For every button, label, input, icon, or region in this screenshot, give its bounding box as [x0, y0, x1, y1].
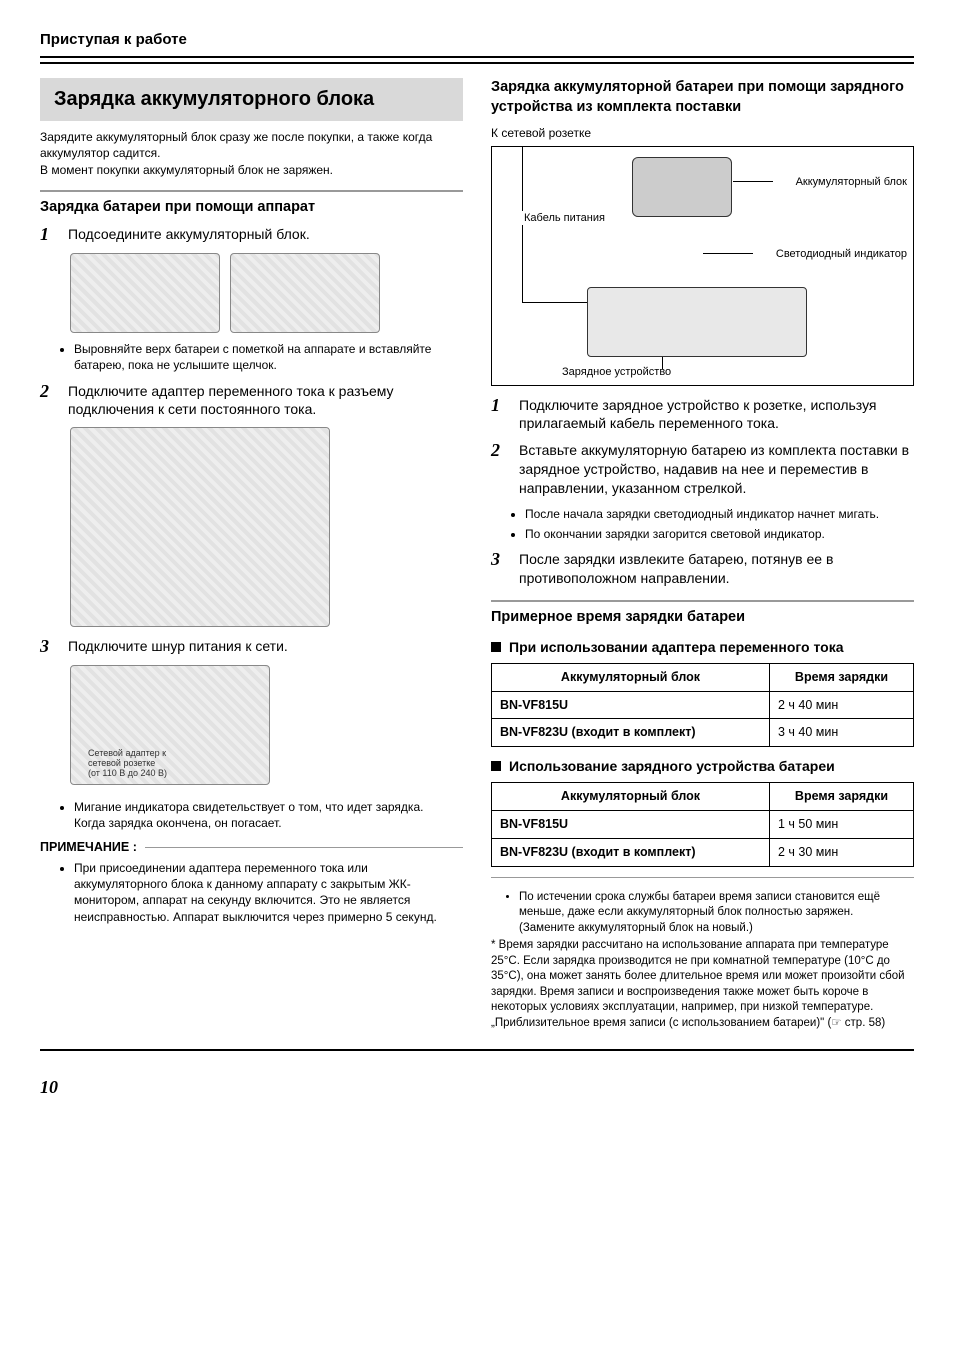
td-model: BN-VF815U: [492, 691, 770, 719]
right-step-number-3: 3: [491, 550, 507, 588]
footnote-block: По истечении срока службы батареи время …: [491, 890, 914, 1032]
chapter-header: Приступая к работе: [40, 30, 914, 58]
subheading-charger: Использование зарядного устройства батар…: [491, 757, 914, 776]
battery-label: Аккумуляторный блок: [796, 175, 907, 190]
charge-table-adapter: Аккумуляторный блок Время зарядки BN-VF8…: [491, 663, 914, 748]
left-column: Зарядка аккумуляторного блока Зарядите а…: [40, 78, 463, 1031]
right-title: Зарядка аккумуляторной батареи при помощ…: [491, 78, 914, 117]
charger-label: Зарядное устройство: [562, 365, 671, 380]
step-number-1: 1: [40, 225, 56, 245]
td-model: BN-VF823U (входит в комплект): [492, 838, 770, 866]
footnote-list: По истечении срока службы батареи время …: [491, 890, 914, 937]
main-section-title: Зарядка аккумуляторного блока: [40, 78, 463, 121]
table-row: BN-VF823U (входит в комплект) 3 ч 40 мин: [492, 719, 914, 747]
right-step-3-text: После зарядки извлеките батарею, потянув…: [519, 550, 914, 588]
charger-shape: [587, 287, 807, 357]
step-3-notes: Мигание индикатора свидетельствует о том…: [40, 799, 463, 831]
led-label: Светодиодный индикатор: [776, 247, 907, 262]
figure-step-2: [70, 427, 463, 627]
td-time: 1 ч 50 мин: [769, 811, 913, 839]
table-row: Аккумуляторный блок Время зарядки: [492, 663, 914, 691]
right-bullet-2a: После начала зарядки светодиодный индика…: [525, 506, 914, 522]
page-number: 10: [40, 1075, 914, 1099]
step-2-text: Подключите адаптер переменного тока к ра…: [68, 382, 463, 420]
charger-diagram: Кабель питания Аккумуляторный блок Свето…: [491, 146, 914, 386]
subsection-heading: Зарядка батареи при помощи аппарат: [40, 190, 463, 218]
footnote-bullet-text-2: (Замените аккумуляторный блок на новый.): [519, 922, 753, 934]
two-column-layout: Зарядка аккумуляторного блока Зарядите а…: [40, 78, 914, 1031]
td-time: 3 ч 40 мин: [769, 719, 913, 747]
footnote-asterisk: * Время зарядки рассчитано на использова…: [491, 938, 914, 1016]
right-step-2-notes: После начала зарядки светодиодный индика…: [491, 506, 914, 542]
right-step-2-text: Вставьте аккумуляторную батарею из компл…: [519, 441, 914, 498]
td-time: 2 ч 30 мин: [769, 838, 913, 866]
intro-line-1: Зарядите аккумуляторный блок сразу же по…: [40, 130, 432, 160]
note-label: ПРИМЕЧАНИЕ :: [40, 839, 463, 856]
right-step-2: 2 Вставьте аккумуляторную батарею из ком…: [491, 441, 914, 498]
th-battery: Аккумуляторный блок: [492, 783, 770, 811]
right-column: Зарядка аккумуляторной батареи при помощ…: [491, 78, 914, 1031]
camcorder-illustration-2: [230, 253, 380, 333]
note-label-text: ПРИМЕЧАНИЕ :: [40, 839, 137, 856]
right-step-number-2: 2: [491, 441, 507, 498]
step-number-2: 2: [40, 382, 56, 420]
footer-rule: [40, 1049, 914, 1051]
fig3-caption-3: (от 110 В до 240 В): [88, 769, 463, 779]
table-row: BN-VF823U (входит в комплект) 2 ч 30 мин: [492, 838, 914, 866]
step-3: 3 Подключите шнур питания к сети.: [40, 637, 463, 657]
note-bullet-text: При присоединении адаптера переменного т…: [74, 860, 463, 925]
th-time: Время зарядки: [769, 663, 913, 691]
th-battery: Аккумуляторный блок: [492, 663, 770, 691]
td-model: BN-VF815U: [492, 811, 770, 839]
note-rule: [145, 847, 463, 848]
approx-time-heading: Примерное время зарядки батареи: [491, 600, 914, 628]
to-outlet-label: К сетевой розетке: [491, 125, 914, 141]
right-step-number-1: 1: [491, 396, 507, 434]
figure-step-1: [70, 253, 463, 333]
step-3-text: Подключите шнур питания к сети.: [68, 637, 463, 657]
step-1-text: Подсоедините аккумуляторный блок.: [68, 225, 463, 245]
step-1: 1 Подсоедините аккумуляторный блок.: [40, 225, 463, 245]
header-rule: [40, 62, 914, 64]
charge-table-charger: Аккумуляторный блок Время зарядки BN-VF8…: [491, 782, 914, 867]
th-time: Время зарядки: [769, 783, 913, 811]
table-row: BN-VF815U 2 ч 40 мин: [492, 691, 914, 719]
td-time: 2 ч 40 мин: [769, 691, 913, 719]
subheading-charger-text: Использование зарядного устройства батар…: [509, 757, 835, 776]
step-1-bullet: Выровняйте верх батареи с пометкой на ап…: [74, 341, 463, 373]
footnote-bullet-text: По истечении срока службы батареи время …: [519, 891, 880, 919]
intro-paragraph: Зарядите аккумуляторный блок сразу же по…: [40, 129, 463, 178]
table-row: BN-VF815U 1 ч 50 мин: [492, 811, 914, 839]
step-2: 2 Подключите адаптер переменного тока к …: [40, 382, 463, 420]
step-1-notes: Выровняйте верх батареи с пометкой на ап…: [40, 341, 463, 373]
right-bullet-2b: По окончании зарядки загорится световой …: [525, 526, 914, 542]
right-step-1-text: Подключите зарядное устройство к розетке…: [519, 396, 914, 434]
right-step-1: 1 Подключите зарядное устройство к розет…: [491, 396, 914, 434]
cable-label: Кабель питания: [522, 211, 607, 226]
square-bullet-icon: [491, 761, 501, 771]
td-model: BN-VF823U (входит в комплект): [492, 719, 770, 747]
camcorder-with-adapter-illustration: [70, 427, 330, 627]
footnote-bullet: По истечении срока службы батареи время …: [519, 890, 914, 937]
right-step-3: 3 После зарядки извлеките батарею, потян…: [491, 550, 914, 588]
camcorder-illustration-1: [70, 253, 220, 333]
intro-line-2: В момент покупки аккумуляторный блок не …: [40, 163, 333, 177]
footnote-crossref: „Приблизительное время записи (с использ…: [491, 1016, 914, 1032]
footnote-divider: [491, 877, 914, 884]
battery-shape: [632, 157, 732, 217]
table-row: Аккумуляторный блок Время зарядки: [492, 783, 914, 811]
note-bullets: При присоединении адаптера переменного т…: [40, 860, 463, 925]
subheading-adapter-text: При использовании адаптера переменного т…: [509, 638, 843, 657]
step-3-bullet-a-text: Мигание индикатора свидетельствует о том…: [74, 800, 423, 814]
step-3-bullet-a: Мигание индикатора свидетельствует о том…: [74, 799, 463, 831]
subheading-adapter: При использовании адаптера переменного т…: [491, 638, 914, 657]
square-bullet-icon: [491, 642, 501, 652]
step-number-3: 3: [40, 637, 56, 657]
step-3-bullet-b-text: Когда зарядка окончена, он погасает.: [74, 816, 282, 830]
